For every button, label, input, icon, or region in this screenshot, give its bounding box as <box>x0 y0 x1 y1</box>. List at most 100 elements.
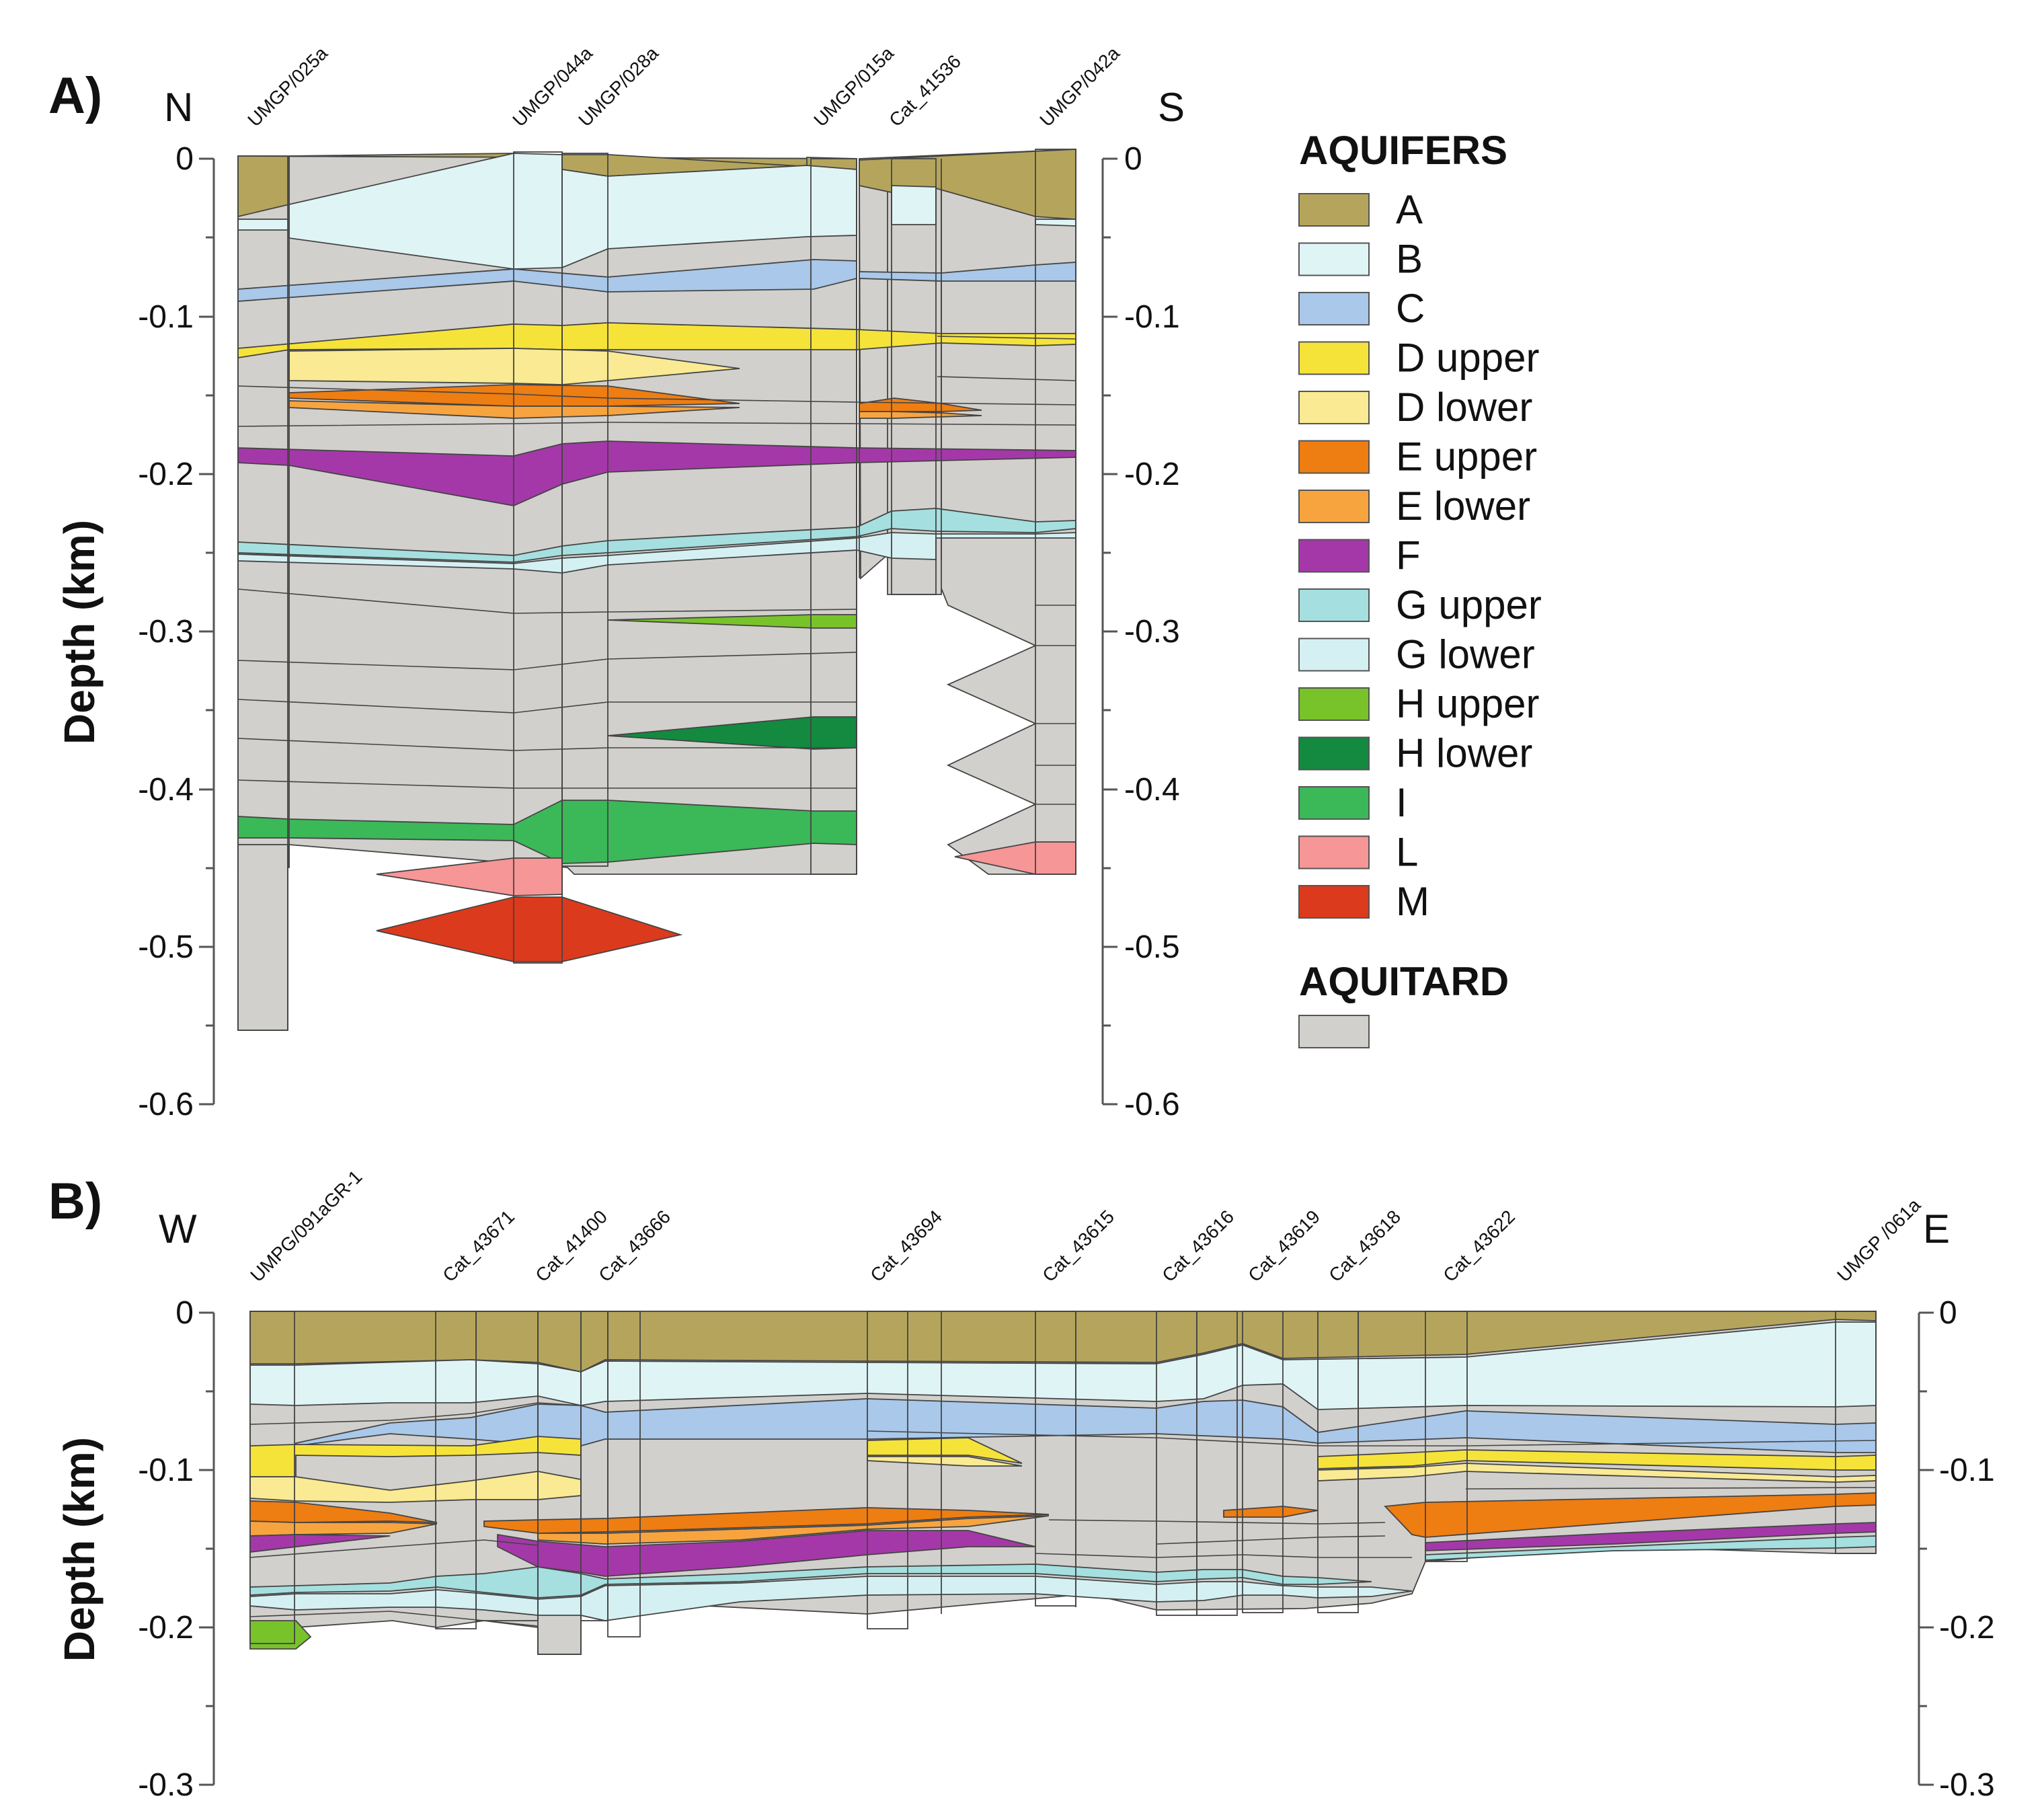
legend-label: D upper <box>1396 336 1539 381</box>
legend-label: G upper <box>1396 582 1542 627</box>
panel-b-west-label: W <box>159 1206 197 1251</box>
panel-a-right-tick: -0.3 <box>1124 614 1180 650</box>
legend-swatch-g-lower <box>1298 638 1370 672</box>
panel-a-left-tick: -0.6 <box>138 1087 194 1122</box>
legend-swatch-a <box>1298 193 1370 227</box>
legend-swatch-m <box>1298 885 1370 919</box>
aquifer-m-layer <box>376 896 683 962</box>
legend-swatch-d-upper <box>1298 341 1370 375</box>
panel-b-right-tick: -0.1 <box>1939 1453 1995 1488</box>
legend-swatch-b <box>1298 242 1370 276</box>
legend-swatch-h-lower <box>1298 736 1370 771</box>
legend-aquifers-title: AQUIFERS <box>1299 128 1507 173</box>
panel-b-label: B) <box>48 1173 102 1230</box>
legend-label: E lower <box>1396 484 1530 529</box>
legend-aquitard-swatch <box>1298 1015 1370 1048</box>
aquifer-g-lower-layer <box>237 532 1076 574</box>
well-label: UMGP/025a <box>243 42 331 130</box>
panel-a-right-tick: -0.4 <box>1124 772 1180 808</box>
legend-swatch-c <box>1298 292 1370 325</box>
panel-b-right-tick: -0.2 <box>1939 1610 1995 1646</box>
panel-a-right-tick: 0 <box>1124 141 1142 177</box>
well-label: Cat_43671 <box>438 1206 518 1286</box>
legend-swatch-h-upper <box>1298 687 1370 721</box>
aquifer-g-upper-layer <box>249 1564 1372 1598</box>
legend-swatch-i <box>1298 786 1370 820</box>
aquifer-h-upper-layer <box>249 1620 312 1650</box>
panel-a-left-tick: -0.4 <box>138 772 194 808</box>
legend-label: D lower <box>1396 385 1532 430</box>
panel-a-label: A) <box>48 67 102 124</box>
legend-label: G lower <box>1396 632 1535 677</box>
panel-a-right-tick: -0.1 <box>1124 299 1180 335</box>
well-label: UMGP /061a <box>1833 1194 1924 1286</box>
panel-a-left-tick: -0.3 <box>138 614 194 650</box>
panel-b: B) W E 0 -0.1 -0.2 -0.3 0 -0 <box>48 1166 1995 1803</box>
legend-label: E upper <box>1396 434 1537 479</box>
panel-a-right-tick: -0.2 <box>1124 457 1180 492</box>
aquifer-b-layer <box>1035 219 1076 227</box>
panel-b-left-tick: -0.2 <box>138 1610 194 1646</box>
aquifer-b-layer <box>237 219 290 231</box>
panel-a-left-tick: -0.5 <box>138 929 194 965</box>
well-label: Cat_43622 <box>1439 1206 1519 1286</box>
panel-a-left-tick: -0.2 <box>138 457 194 492</box>
aquifer-g-lower-layer <box>249 1576 1413 1621</box>
legend-swatch-l <box>1298 835 1370 870</box>
aquifer-e-lower-layer <box>288 400 740 419</box>
panel-a-section <box>237 149 1076 1031</box>
well-label: Cat_43619 <box>1244 1206 1324 1286</box>
legend-label: L <box>1396 830 1418 875</box>
panel-b-right-tick: 0 <box>1939 1295 1957 1331</box>
panel-b-left-tick: -0.1 <box>138 1453 194 1488</box>
panel-b-left-axis: 0 -0.1 -0.2 -0.3 <box>138 1295 215 1803</box>
legend-swatch-f <box>1298 539 1370 573</box>
well-label: UMGP/042a <box>1035 42 1124 130</box>
panel-b-right-axis: 0 -0.1 -0.2 -0.3 <box>1918 1295 1995 1803</box>
panel-a: A) N S 0 -0.1 -0.2 -0.3 -0.4 -0.5 -0.6 <box>48 42 1185 1122</box>
panel-a-right-tick: -0.6 <box>1124 1087 1180 1122</box>
legend-label: M <box>1396 879 1429 924</box>
aquifer-b-layer <box>891 185 937 225</box>
panel-a-left-tick: -0.1 <box>138 299 194 335</box>
panel-a-north-label: N <box>164 85 193 130</box>
well-label: UMPG/091aGR-1 <box>246 1166 366 1286</box>
panel-b-section <box>249 1311 1877 1655</box>
legend-label: H upper <box>1396 681 1539 726</box>
aquifer-l-layer <box>376 857 563 896</box>
well-label: Cat_43618 <box>1325 1206 1405 1286</box>
panel-a-south-label: S <box>1158 85 1185 130</box>
panel-b-east-label: E <box>1923 1206 1950 1251</box>
aquifer-e-upper-layer <box>288 384 740 407</box>
panel-b-left-tick: 0 <box>175 1295 194 1331</box>
aquitard-column <box>237 844 288 1031</box>
legend-label: C <box>1396 286 1425 331</box>
legend-swatch-g-upper <box>1298 588 1370 622</box>
panel-a-well-columns <box>237 149 1076 1031</box>
legend-swatch-e-lower <box>1298 490 1370 523</box>
legend-swatch-e-upper <box>1298 440 1370 474</box>
legend-label: B <box>1396 237 1423 282</box>
panel-a-left-axis: 0 -0.1 -0.2 -0.3 -0.4 -0.5 -0.6 <box>138 141 215 1122</box>
panel-b-right-tick: -0.3 <box>1939 1767 1995 1803</box>
legend-swatch-d-lower <box>1298 391 1370 424</box>
panel-a-right-axis: 0 -0.1 -0.2 -0.3 -0.4 -0.5 -0.6 <box>1101 141 1180 1122</box>
legend-aquitard-title: AQUITARD <box>1299 959 1509 1004</box>
aquifer-e-lower-layer <box>537 1515 1050 1545</box>
legend-label: F <box>1396 533 1421 578</box>
panel-a-y-axis-label: Depth (km) <box>55 520 104 744</box>
panel-b-left-tick: -0.3 <box>138 1767 194 1803</box>
legend-label: H lower <box>1396 731 1532 776</box>
aquifer-f-layer <box>237 440 1076 506</box>
panel-a-left-tick: 0 <box>175 141 194 177</box>
panel-b-y-axis-label: Depth (km) <box>55 1437 104 1662</box>
panel-a-right-tick: -0.5 <box>1124 929 1180 965</box>
well-label: Cat_43616 <box>1158 1206 1238 1286</box>
legend-label: A <box>1396 187 1423 232</box>
well-label: Cat_41536 <box>885 50 965 130</box>
aquifer-d-lower-layer <box>288 348 740 385</box>
aquifer-e-upper-layer <box>1223 1506 1319 1518</box>
